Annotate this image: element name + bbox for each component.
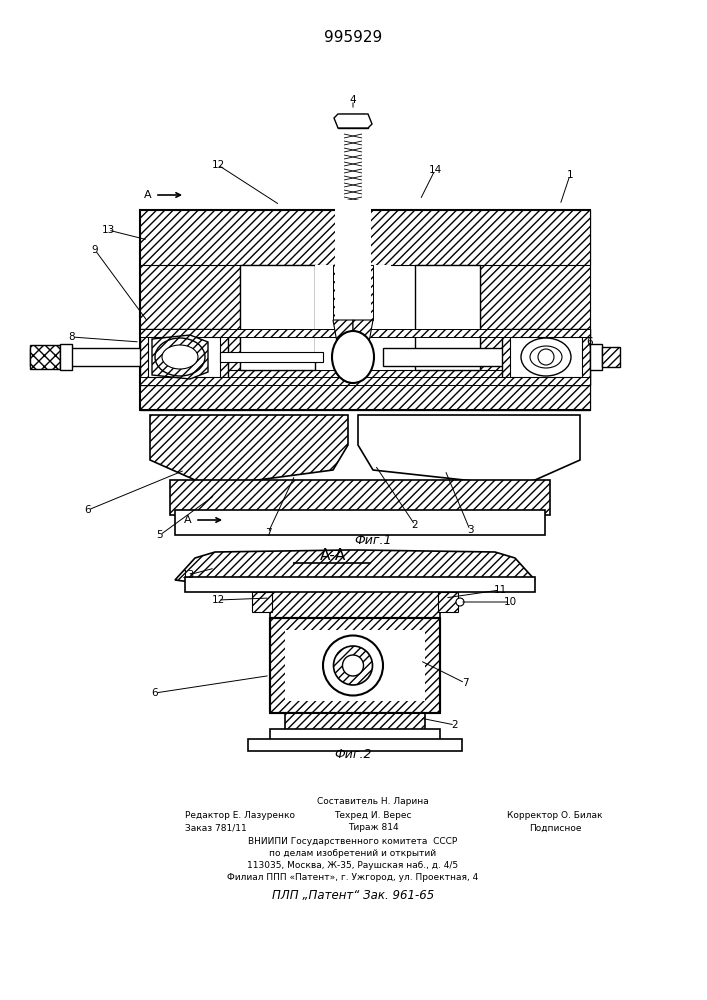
- Bar: [376, 265, 391, 355]
- Text: по делам изобретений и открытий: по делам изобретений и открытий: [269, 850, 436, 858]
- Bar: [240, 265, 315, 370]
- Circle shape: [334, 646, 373, 685]
- Bar: [320, 265, 386, 370]
- Ellipse shape: [155, 338, 205, 376]
- Polygon shape: [150, 415, 348, 485]
- Text: 4: 4: [350, 95, 356, 105]
- Bar: [341, 114, 365, 122]
- Text: А: А: [185, 515, 192, 525]
- Bar: [333, 265, 373, 320]
- Bar: [285, 630, 425, 701]
- Bar: [140, 210, 240, 410]
- Bar: [220, 352, 323, 362]
- Ellipse shape: [530, 346, 562, 368]
- Text: Тираж 814: Тираж 814: [348, 824, 398, 832]
- Text: 13: 13: [182, 570, 194, 580]
- Text: 11: 11: [493, 585, 507, 595]
- Text: 995929: 995929: [324, 29, 382, 44]
- Circle shape: [456, 598, 464, 606]
- Text: Корректор О. Билак: Корректор О. Билак: [507, 812, 603, 820]
- Circle shape: [538, 349, 554, 365]
- Text: Фиг.1: Фиг.1: [354, 534, 392, 546]
- Bar: [248, 739, 462, 751]
- Ellipse shape: [332, 331, 374, 383]
- Circle shape: [342, 655, 363, 676]
- Text: Заказ 781/11: Заказ 781/11: [185, 824, 247, 832]
- Bar: [175, 510, 545, 535]
- Bar: [510, 337, 582, 377]
- Text: 9: 9: [92, 245, 98, 255]
- Bar: [270, 729, 440, 741]
- Bar: [60, 344, 72, 370]
- Bar: [185, 577, 535, 592]
- Text: 6: 6: [152, 688, 158, 698]
- Bar: [140, 210, 590, 410]
- Text: 2: 2: [411, 520, 419, 530]
- Bar: [30, 348, 200, 366]
- Bar: [315, 265, 330, 355]
- Polygon shape: [358, 415, 580, 485]
- Text: 1: 1: [567, 170, 573, 180]
- Text: 12: 12: [211, 160, 225, 170]
- Text: 14: 14: [428, 165, 442, 175]
- Bar: [383, 348, 563, 366]
- Text: 12: 12: [211, 595, 225, 605]
- Bar: [338, 118, 368, 128]
- Text: Фиг.2: Фиг.2: [334, 748, 372, 762]
- Text: 7: 7: [462, 678, 468, 688]
- Polygon shape: [175, 550, 535, 585]
- Bar: [148, 337, 220, 377]
- Text: Составитель Н. Ларина: Составитель Н. Ларина: [317, 798, 429, 806]
- Text: Техред И. Верес: Техред И. Верес: [334, 812, 411, 820]
- Bar: [140, 370, 590, 410]
- Text: 5: 5: [157, 530, 163, 540]
- Text: 6: 6: [85, 505, 91, 515]
- Ellipse shape: [162, 345, 198, 369]
- Bar: [602, 347, 620, 367]
- Bar: [335, 200, 371, 320]
- Bar: [270, 586, 440, 618]
- Text: 113035, Москва, Ж-35, Раушская наб., д. 4/5: 113035, Москва, Ж-35, Раушская наб., д. …: [247, 861, 459, 870]
- Bar: [285, 713, 425, 731]
- Text: А-А: А-А: [320, 548, 346, 562]
- Bar: [140, 329, 228, 385]
- Bar: [480, 210, 590, 410]
- Bar: [438, 592, 458, 612]
- Bar: [140, 210, 590, 265]
- Bar: [30, 345, 60, 369]
- Polygon shape: [333, 320, 353, 380]
- Text: ВНИИПИ Государственного комитета  СССР: ВНИИПИ Государственного комитета СССР: [248, 838, 457, 846]
- Text: 7: 7: [264, 528, 271, 538]
- Bar: [140, 329, 590, 337]
- Bar: [270, 618, 440, 713]
- Bar: [415, 265, 480, 370]
- Bar: [502, 329, 590, 385]
- Text: 8: 8: [69, 332, 76, 342]
- Text: 10: 10: [503, 597, 517, 607]
- Text: Редактор Е. Лазуренко: Редактор Е. Лазуренко: [185, 812, 295, 820]
- Polygon shape: [353, 320, 373, 380]
- Bar: [590, 344, 602, 370]
- Bar: [170, 480, 550, 515]
- Ellipse shape: [521, 338, 571, 376]
- Circle shape: [323, 636, 383, 696]
- Bar: [252, 592, 272, 612]
- Polygon shape: [152, 335, 208, 379]
- Polygon shape: [334, 114, 372, 128]
- Text: Подписное: Подписное: [529, 824, 581, 832]
- Text: ПЛП „Патент“ Зак. 961-65: ПЛП „Патент“ Зак. 961-65: [272, 890, 434, 902]
- Text: 3: 3: [467, 525, 473, 535]
- Text: 13: 13: [101, 225, 115, 235]
- Text: 6: 6: [587, 337, 593, 347]
- Bar: [140, 377, 590, 385]
- Text: А: А: [144, 190, 152, 200]
- Text: 2: 2: [452, 720, 458, 730]
- Text: Филиал ППП «Патент», г. Ужгород, ул. Проектная, 4: Филиал ППП «Патент», г. Ужгород, ул. Про…: [228, 874, 479, 882]
